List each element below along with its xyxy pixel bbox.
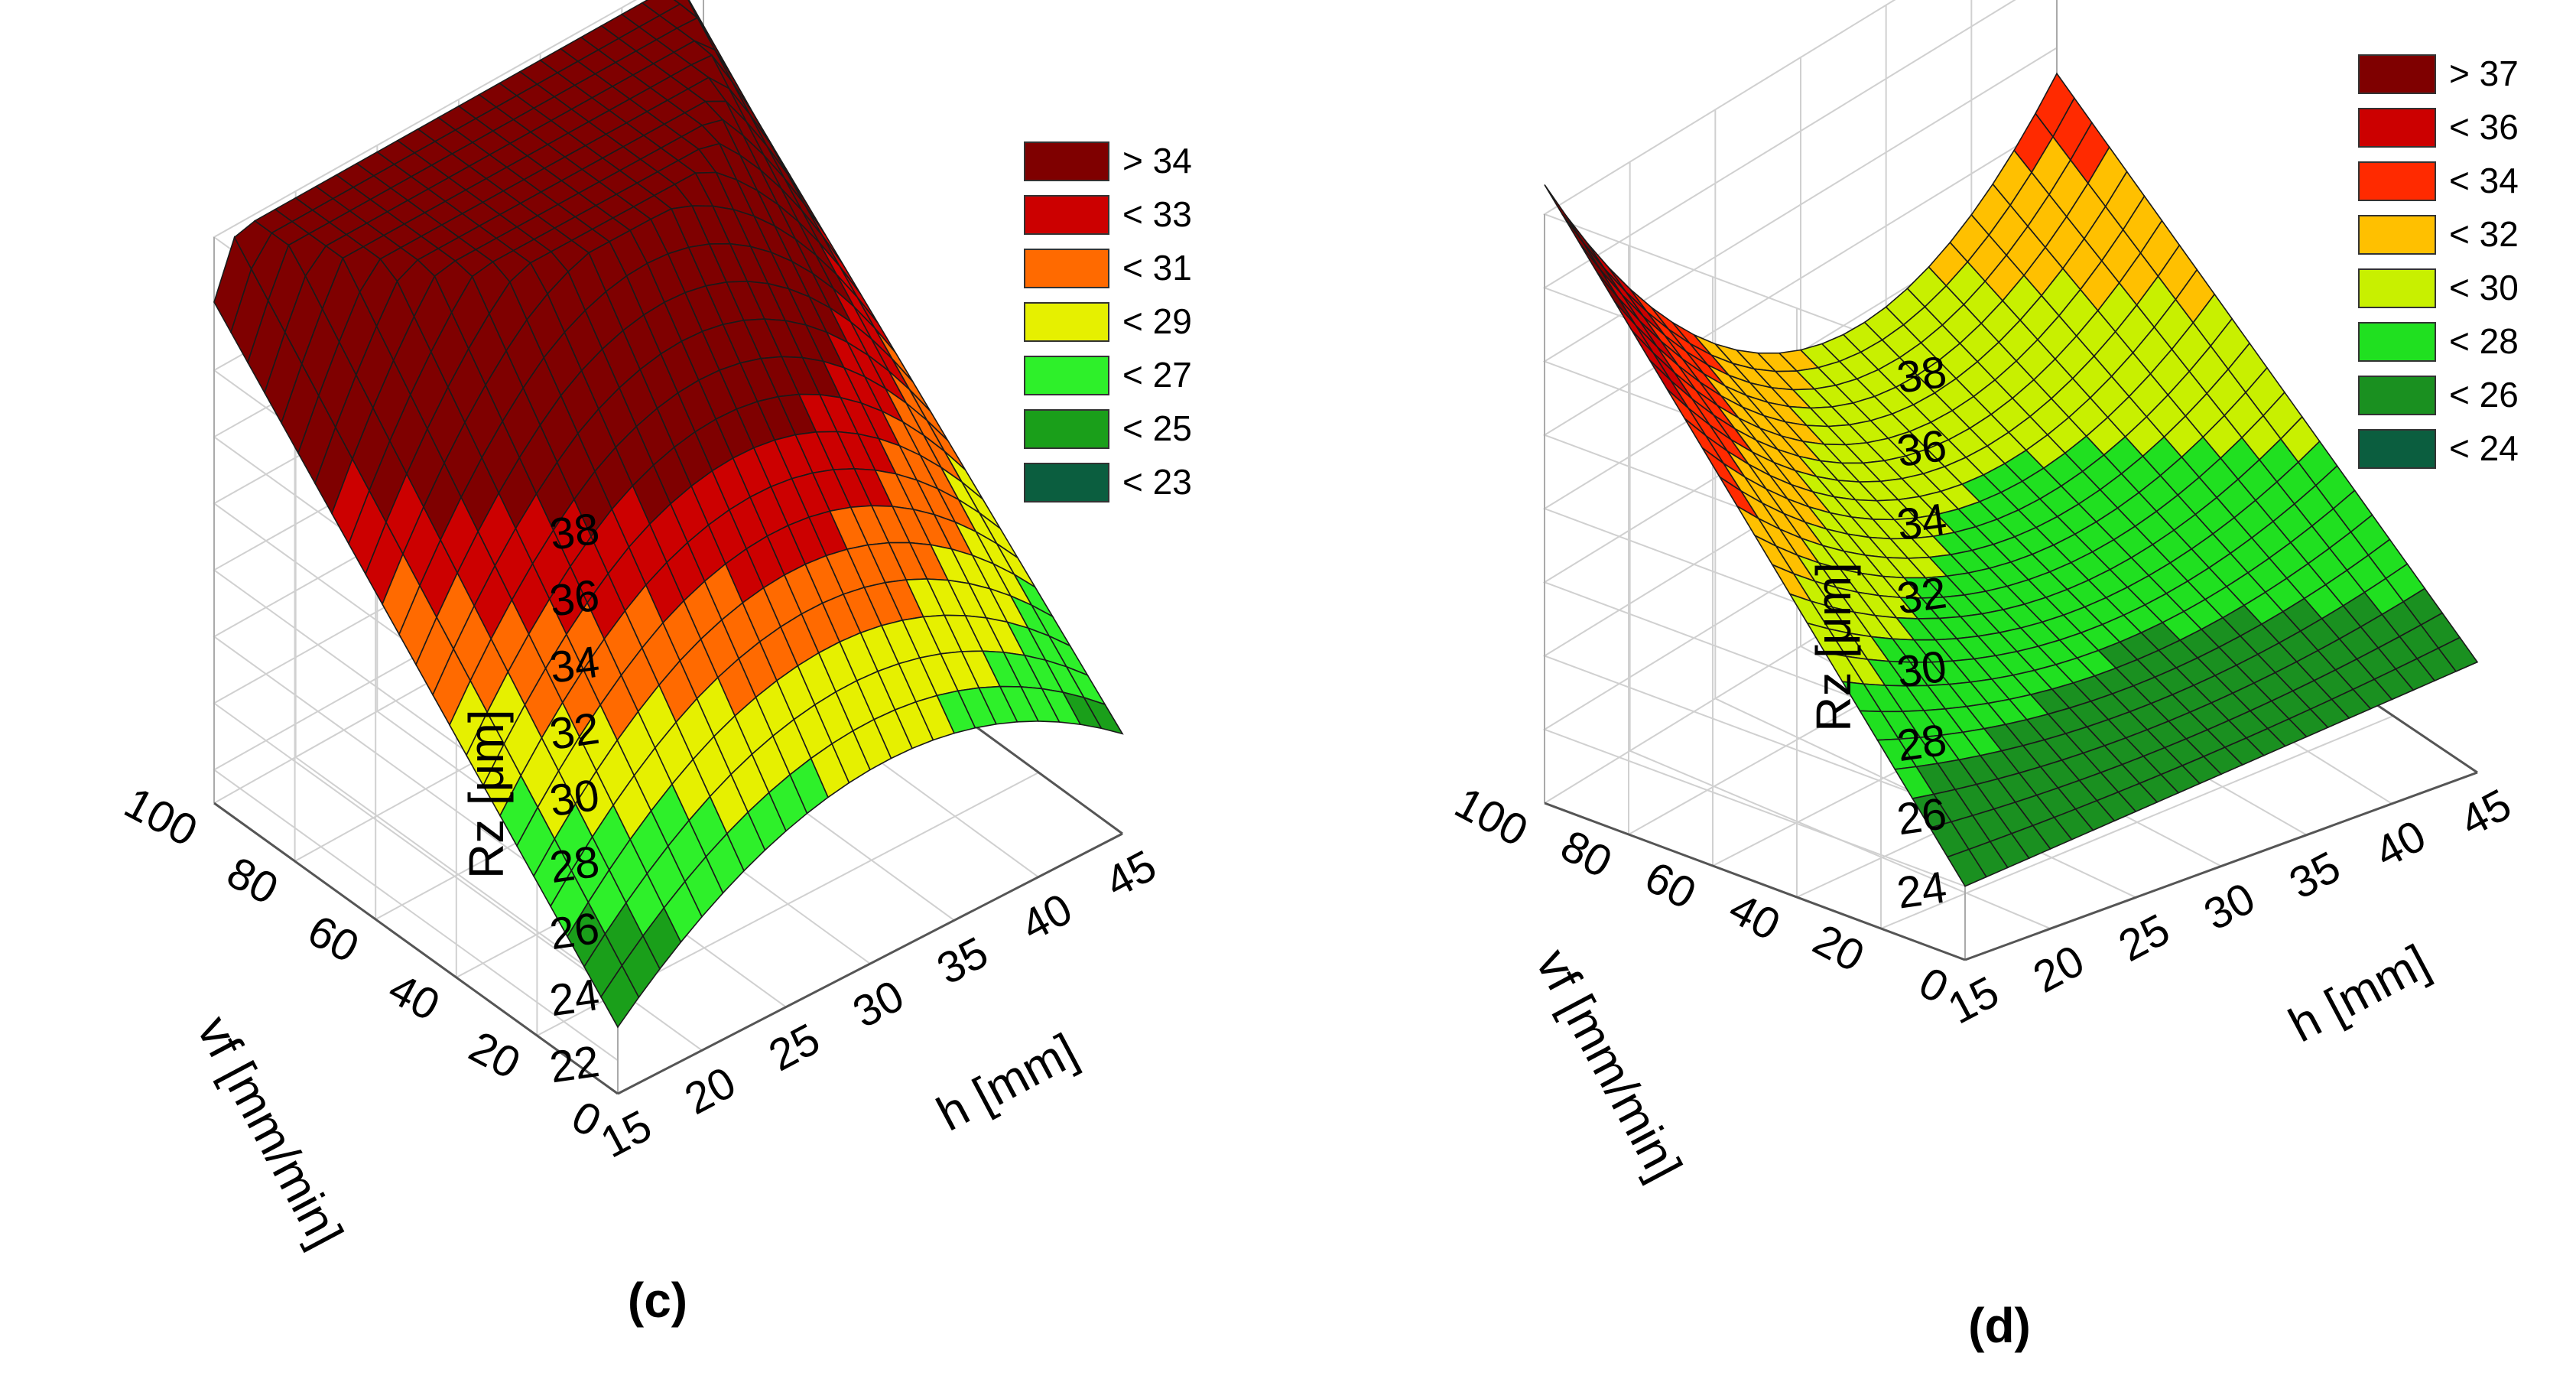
legend-label-c: < 23 [1122,462,1192,502]
vf-tick-label-c: 100 [116,778,205,857]
h-tick-label-c: 40 [1013,884,1080,951]
panel-label-d: (d) [1968,1298,2031,1353]
z-tick-label-c: 32 [547,704,603,759]
surface-cell-d [2437,636,2479,672]
z-tick-label-d: 38 [1894,347,1950,403]
legend-swatch-d [2358,54,2436,94]
z-tick-label-d: 26 [1894,789,1950,844]
z-tick-label-c: 38 [547,504,603,560]
z-axis-title-c: Rz [μm] [459,709,514,879]
z-axis-title-d: Rz [μm] [1806,562,1861,732]
floor-gridline-d [1629,750,2051,930]
legend-label-c: < 33 [1122,194,1192,234]
z-tick-label-c: 26 [547,903,603,959]
h-tick-label-c: 25 [761,1014,827,1081]
surface-chart-c: 2224262830323436380204060801001520253035… [116,0,1192,1328]
legend-swatch-c [1024,249,1109,288]
box-edge-c [213,802,619,1095]
legend-swatch-c [1024,195,1109,235]
z-tick-label-d: 28 [1894,715,1950,771]
z-tick-label-d: 32 [1894,568,1950,623]
vf-tick-label-c: 20 [461,1022,528,1089]
z-tick-label-d: 24 [1894,862,1950,918]
legend-swatch-d [2358,108,2436,148]
legend-label-c: < 29 [1122,301,1192,341]
vf-axis-title-d: vf [mm/min] [1525,940,1693,1189]
z-tick-label-d: 34 [1894,494,1950,550]
h-tick-label-c: 45 [1097,841,1164,908]
legend-swatch-c [1024,141,1109,181]
vf-tick-label-d: 40 [1721,883,1788,951]
h-tick-label-d: 45 [2452,779,2519,847]
panel-label-c: (c) [628,1273,687,1328]
h-tick-label-d: 35 [2282,842,2348,909]
legend-label-c: > 34 [1122,141,1192,181]
h-tick-label-d: 20 [2025,935,2092,1003]
legend-label-d: > 37 [2449,54,2519,93]
vf-tick-label-c: 60 [300,906,366,973]
vf-tick-label-d: 60 [1637,852,1704,919]
legend-swatch-c [1024,302,1109,342]
legend-label-d: < 24 [2449,428,2519,468]
legend-label-d: < 28 [2449,321,2519,361]
h-axis-title-c: h [mm] [928,1023,1086,1141]
vf-tick-label-d: 20 [1805,915,1872,982]
legend-swatch-d [2358,215,2436,255]
z-tick-label-c: 28 [547,837,603,893]
h-tick-label-d: 25 [2110,904,2177,971]
legend-swatch-c [1024,409,1109,449]
surface-d [1544,72,2479,887]
vf-tick-label-d: 100 [1447,778,1535,857]
h-tick-label-d: 40 [2366,811,2433,878]
legend-label-d: < 34 [2449,161,2519,200]
z-tick-label-c: 24 [547,970,603,1026]
h-tick-label-c: 30 [845,971,911,1038]
h-tick-label-c: 35 [929,927,996,994]
box-edge-d [1964,771,2478,961]
legend-label-d: < 26 [2449,375,2519,415]
legend-swatch-d [2358,161,2436,201]
vf-tick-label-d: 80 [1553,821,1619,888]
legend-label-d: < 32 [2449,214,2519,254]
z-tick-label-c: 30 [547,770,603,826]
h-axis-title-d: h [mm] [2280,934,2438,1052]
legend-d: > 37 < 36 < 34 < 32 < 30 < 28 < 26 < 24 [2358,54,2519,469]
legend-swatch-c [1024,463,1109,502]
surface-cell-c [1082,696,1124,735]
legend-label-c: < 27 [1122,355,1192,395]
legend-swatch-d [2358,268,2436,308]
legend-swatch-d [2358,429,2436,469]
h-tick-label-c: 20 [677,1057,743,1124]
vf-tick-label-c: 80 [219,847,286,915]
legend-label-d: < 30 [2449,268,2519,307]
z-tick-label-d: 36 [1894,421,1950,476]
legend-label-c: < 31 [1122,248,1192,288]
box-edge-d [1544,802,1966,961]
vf-tick-label-c: 40 [381,964,447,1031]
z-tick-label-c: 34 [547,637,603,693]
box-edge-c [617,832,1123,1095]
z-tick-label-c: 36 [547,571,603,626]
legend-label-d: < 36 [2449,107,2519,147]
h-tick-label-d: 30 [2196,873,2263,940]
z-tick-label-d: 30 [1894,642,1950,698]
vf-axis-title-c: vf [mm/min] [187,1007,354,1257]
z-tick-label-c: 22 [547,1036,603,1092]
legend-swatch-d [2358,376,2436,415]
legend-swatch-d [2358,322,2436,362]
legend-label-c: < 25 [1122,408,1192,448]
legend-swatch-c [1024,356,1109,395]
surface-c [213,0,1124,1029]
legend-c: > 34 < 33 < 31 < 29 < 27 < 25 < 23 [1024,141,1192,502]
